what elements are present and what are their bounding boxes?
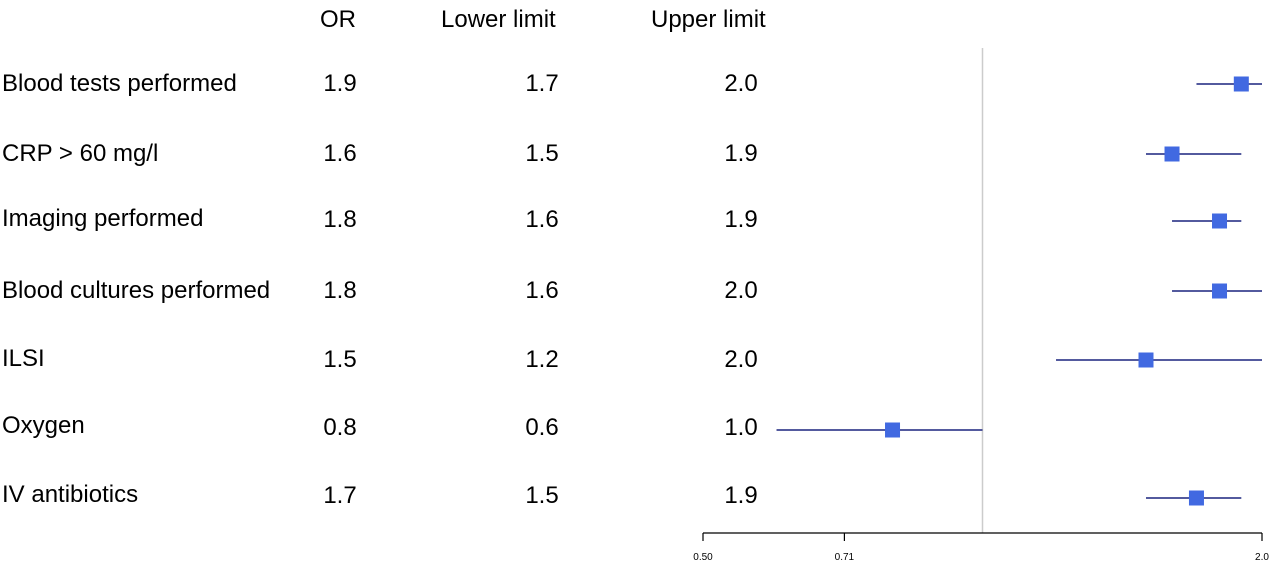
row-label: ILSI: [2, 345, 45, 372]
or-marker: [1188, 490, 1204, 506]
row-label: IV antibiotics: [2, 481, 139, 508]
or-marker: [1164, 146, 1180, 162]
lower-limit-value: 1.5: [525, 482, 559, 509]
upper-limit-value: 2.0: [724, 277, 758, 304]
or-value: 1.8: [323, 277, 357, 304]
or-value: 1.6: [323, 140, 357, 167]
lower-limit-value: 1.6: [525, 277, 559, 304]
lower-limit-value: 1.6: [525, 206, 559, 233]
row-label: Blood cultures performed: [2, 277, 271, 304]
upper-limit-value: 2.0: [724, 346, 758, 373]
header-upper-limit: Upper limit: [651, 6, 766, 33]
or-marker: [1233, 76, 1249, 92]
or-value: 1.7: [323, 482, 357, 509]
row-label: Blood tests performed: [2, 70, 237, 97]
upper-limit-value: 1.9: [724, 140, 758, 167]
or-marker: [885, 422, 901, 438]
upper-limit-value: 1.0: [724, 414, 758, 441]
x-tick-label: 2.0: [1255, 552, 1269, 563]
lower-limit-value: 0.6: [525, 414, 559, 441]
lower-limit-value: 1.5: [525, 140, 559, 167]
or-marker: [1212, 283, 1228, 299]
x-tick-label: 0.71: [835, 552, 855, 563]
row-label: Oxygen: [2, 412, 85, 439]
row-label: Imaging performed: [2, 205, 204, 232]
or-value: 0.8: [323, 414, 357, 441]
header-lower-limit: Lower limit: [441, 6, 556, 33]
upper-limit-value: 1.9: [724, 206, 758, 233]
upper-limit-value: 1.9: [724, 482, 758, 509]
or-marker: [1138, 352, 1154, 368]
or-value: 1.9: [323, 70, 357, 97]
x-tick-label: 0.50: [693, 552, 713, 563]
upper-limit-value: 2.0: [724, 70, 758, 97]
header-or: OR: [320, 6, 356, 33]
lower-limit-value: 1.2: [525, 346, 559, 373]
lower-limit-value: 1.7: [525, 70, 559, 97]
or-value: 1.5: [323, 346, 357, 373]
or-marker: [1212, 213, 1228, 229]
row-label: CRP > 60 mg/l: [2, 140, 159, 167]
or-value: 1.8: [323, 206, 357, 233]
